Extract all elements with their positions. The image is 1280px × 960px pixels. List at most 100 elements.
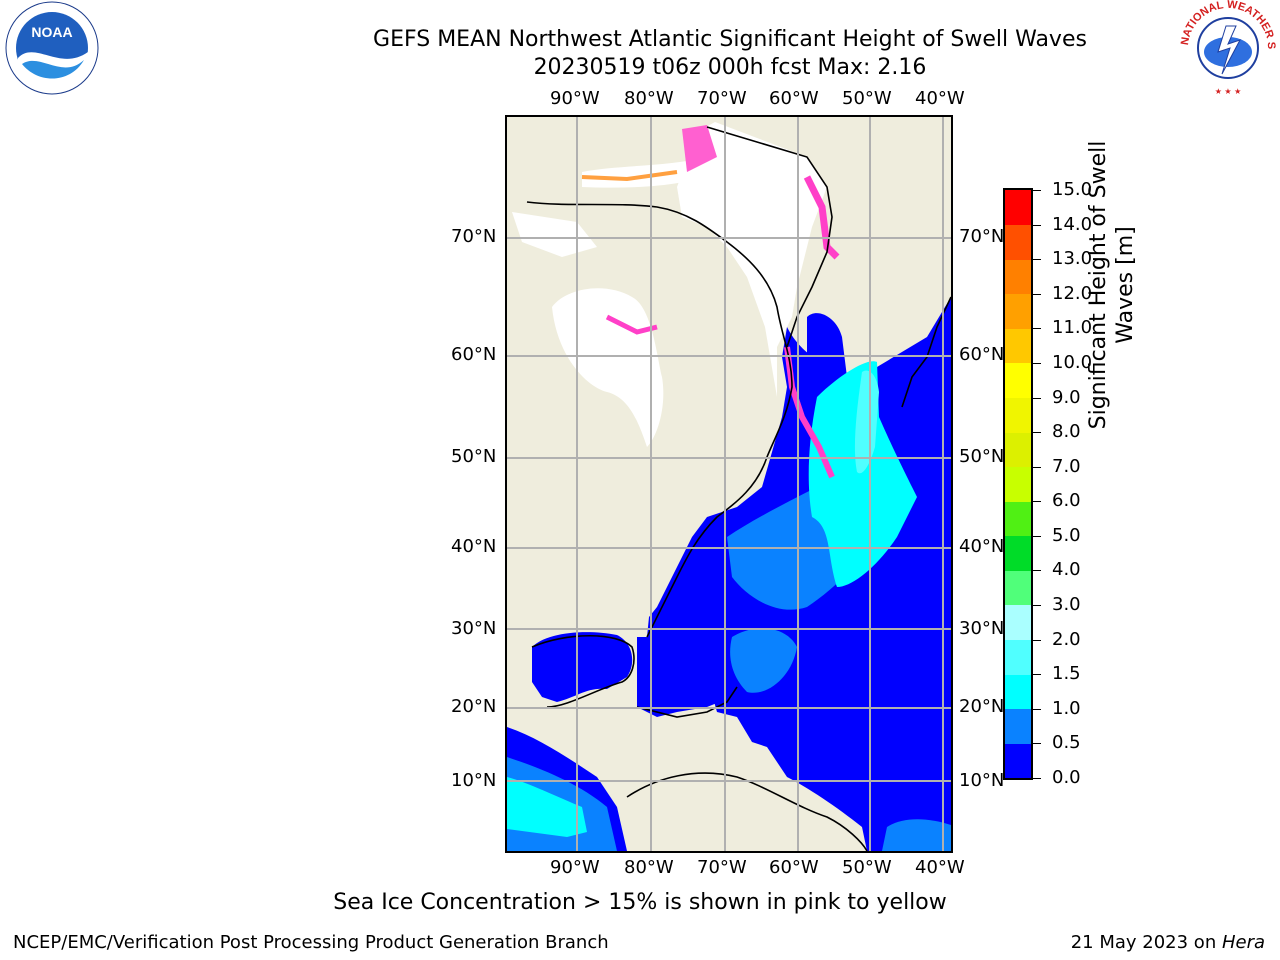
- colorbar-segment: [1005, 190, 1031, 225]
- coastline-greenland: [706, 126, 833, 348]
- footer-host: Hera: [1221, 932, 1265, 953]
- colorbar-tick-label: 0.0: [1052, 767, 1081, 788]
- sea-ice-note: Sea Ice Concentration > 15% is shown in …: [333, 890, 947, 915]
- colorbar-segment: [1005, 293, 1031, 329]
- colorbar-tick: [1033, 743, 1041, 745]
- svg-text:NOAA: NOAA: [31, 24, 72, 40]
- colorbar-tick-label: 14.0: [1052, 213, 1093, 235]
- colorbar-tick: [1033, 501, 1041, 503]
- lon-label-bottom-70w: 70°W: [697, 857, 747, 878]
- sea-ice-fringe-greenland: [682, 125, 717, 172]
- swell-band-15-20: [854, 370, 879, 474]
- lat-label-left-10n: 10°N: [451, 770, 497, 791]
- swell-band-10-15-pacific: [507, 777, 587, 837]
- colorbar-tick: [1033, 224, 1041, 226]
- colorbar-segment: [1005, 501, 1031, 537]
- colorbar-tick: [1033, 639, 1041, 641]
- lat-label-left-60n: 60°N: [451, 344, 497, 365]
- swell-band-05-10-south: [730, 628, 797, 693]
- sea-ice-fringe-arctic: [581, 170, 678, 182]
- gulf-of-mexico-field: [532, 632, 633, 702]
- lon-label-bottom-80w: 80°W: [624, 857, 674, 878]
- lon-label-top-80w: 80°W: [624, 88, 674, 109]
- colorbar-segment: [1005, 224, 1031, 260]
- colorbar-tick: [1033, 535, 1041, 537]
- lat-label-right-20n: 20°N: [959, 696, 1005, 717]
- colorbar-tick: [1033, 570, 1041, 572]
- lon-label-top-60w: 60°W: [769, 88, 819, 109]
- colorbar-tick-label: 5.0: [1052, 524, 1081, 546]
- chart-title-line1: GEFS MEAN Northwest Atlantic Significant…: [373, 27, 1087, 52]
- colorbar-tick-label: 7.0: [1052, 455, 1081, 477]
- footer-date: 21 May 2023 on Hera: [1071, 932, 1265, 953]
- lat-label-right-40n: 40°N: [959, 536, 1005, 557]
- colorbar-tick: [1033, 190, 1041, 191]
- colorbar-tick: [1033, 432, 1041, 434]
- hudson-bay-mask: [552, 288, 664, 447]
- nws-logo: NATIONAL WEATHER SERVICE ★ ★ ★: [1176, 0, 1277, 96]
- footer-credit: NCEP/EMC/Verification Post Processing Pr…: [13, 932, 609, 953]
- colorbar-tick-label: 11.0: [1052, 317, 1093, 339]
- colorbar-tick-label: 8.0: [1052, 421, 1081, 443]
- colorbar-tick: [1033, 466, 1041, 468]
- colorbar-segment: [1005, 328, 1031, 364]
- colorbar-tick: [1033, 778, 1041, 779]
- colorbar-tick-label: 2.0: [1052, 628, 1081, 650]
- coastline-caribbean: [636, 686, 738, 718]
- lat-label-right-70n: 70°N: [959, 226, 1005, 247]
- lon-label-bottom-50w: 50°W: [842, 857, 892, 878]
- colorbar: [1003, 188, 1033, 780]
- colorbar-tick-label: 6.0: [1052, 490, 1081, 512]
- colorbar-tick-label: 9.0: [1052, 386, 1081, 408]
- colorbar-tick: [1033, 328, 1041, 330]
- colorbar-segment: [1005, 432, 1031, 468]
- colorbar-segment: [1005, 259, 1031, 295]
- lat-label-left-30n: 30°N: [451, 618, 497, 639]
- colorbar-tick-label: 4.0: [1052, 559, 1081, 581]
- colorbar-tick-label: 10.0: [1052, 351, 1093, 373]
- colorbar-tick-label: 12.0: [1052, 282, 1093, 304]
- lon-label-bottom-90w: 90°W: [550, 857, 600, 878]
- colorbar-tick-label: 3.0: [1052, 594, 1081, 616]
- lon-label-bottom-60w: 60°W: [769, 857, 819, 878]
- colorbar-tick-label: 15.0: [1052, 179, 1093, 200]
- map-panel: [505, 115, 953, 853]
- colorbar-tick-label: 1.5: [1052, 663, 1081, 685]
- map-svg: [507, 117, 951, 851]
- noaa-logo: NOAA: [5, 1, 99, 95]
- lat-label-right-60n: 60°N: [959, 344, 1005, 365]
- colorbar-segment: [1005, 535, 1031, 571]
- greenland-mask: [677, 122, 827, 397]
- colorbar-segment: [1005, 605, 1031, 641]
- lat-label-right-30n: 30°N: [959, 618, 1005, 639]
- baffin-mask: [512, 212, 597, 257]
- colorbar-title-line2: Waves [m]: [1113, 226, 1138, 344]
- colorbar-tick: [1033, 293, 1041, 295]
- lat-label-left-40n: 40°N: [451, 536, 497, 557]
- footer-date-text: 21 May 2023 on: [1070, 932, 1222, 953]
- colorbar-tick-label: 0.5: [1052, 732, 1081, 754]
- lon-label-top-90w: 90°W: [550, 88, 600, 109]
- colorbar-segment: [1005, 362, 1031, 398]
- lat-label-left-50n: 50°N: [451, 446, 497, 467]
- colorbar-tick: [1033, 362, 1041, 364]
- colorbar-segment: [1005, 743, 1031, 779]
- coastline-north-america: [526, 201, 793, 638]
- colorbar-segment: [1005, 466, 1031, 502]
- colorbar-segment: [1005, 639, 1031, 675]
- colorbar-segment: [1005, 570, 1031, 606]
- chart-title-line2: 20230519 t06z 000h fcst Max: 2.16: [533, 55, 927, 80]
- lat-label-right-10n: 10°N: [959, 770, 1005, 791]
- lat-label-left-70n: 70°N: [451, 226, 497, 247]
- swell-band-05-10-sw: [882, 819, 951, 851]
- colorbar-tick: [1033, 259, 1041, 261]
- graticule: [507, 117, 951, 851]
- colorbar-tick: [1033, 397, 1041, 399]
- caribbean-field: [637, 637, 737, 717]
- colorbar-tick-label: 1.0: [1052, 697, 1081, 719]
- coastline-south-america: [626, 772, 868, 851]
- colorbar-title: Significant Height of Swell Waves [m]: [1085, 85, 1139, 485]
- colorbar-tick-label: 13.0: [1052, 248, 1093, 270]
- colorbar-segment: [1005, 397, 1031, 433]
- colorbar-tick: [1033, 674, 1041, 676]
